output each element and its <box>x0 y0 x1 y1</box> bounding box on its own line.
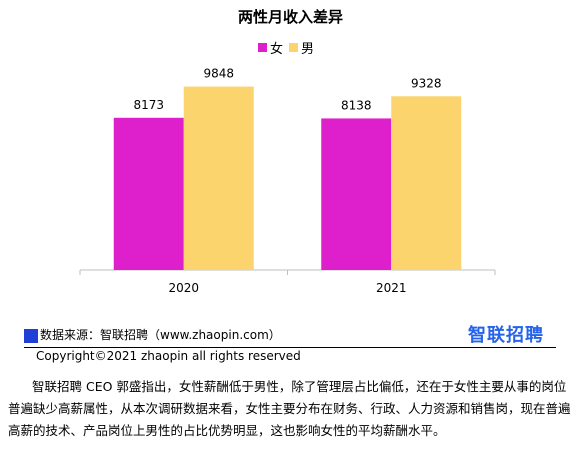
data-label: 8173 <box>133 98 164 112</box>
legend-item-female: 女 <box>258 38 283 57</box>
legend-item-male: 男 <box>289 38 314 57</box>
data-label: 8138 <box>341 98 372 112</box>
article-paragraph: 智联招聘 CEO 郭盛指出，女性薪酬低于男性，除了管理层占比偏低，还在于女性主要… <box>8 379 571 438</box>
bar-female-2021 <box>321 118 392 270</box>
legend-swatch-female <box>258 43 267 52</box>
legend-label-female: 女 <box>270 42 284 57</box>
chart-legend: 女 男 <box>258 38 320 57</box>
brand-logo: 智联招聘 <box>468 325 544 346</box>
bar-chart: 8173 9848 2020 8138 9328 2021 <box>79 67 496 295</box>
chart-title: 两性月收入差异 <box>237 8 343 26</box>
data-label: 9328 <box>411 76 442 90</box>
bar-female-2020 <box>113 117 184 270</box>
legend-swatch-male <box>289 43 299 52</box>
data-label: 9848 <box>203 67 234 81</box>
copyright: Copyright©2021 zhaopin all rights reserv… <box>36 349 301 363</box>
data-source: 数据来源：智联招聘（www.zhaopin.com） <box>40 328 281 342</box>
legend-label-male: 男 <box>301 42 315 57</box>
source-marker <box>24 329 38 343</box>
divider <box>24 347 556 348</box>
bar-male-2021 <box>391 96 462 270</box>
x-tick-label: 2020 <box>168 281 199 295</box>
bar-male-2020 <box>183 86 254 271</box>
x-tick-label: 2021 <box>376 281 407 295</box>
source-row: 数据来源：智联招聘（www.zhaopin.com） 智联招聘 <box>24 324 554 346</box>
